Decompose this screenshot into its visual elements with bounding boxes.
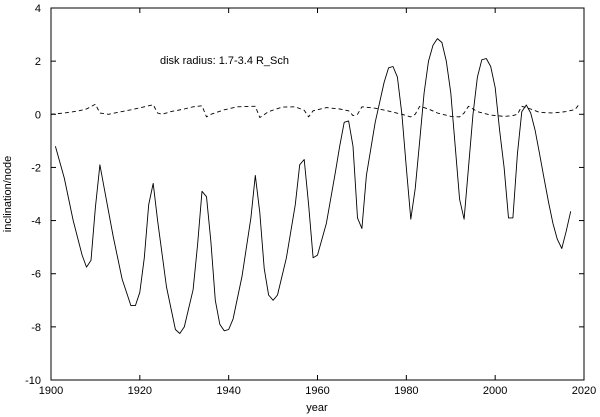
- y-tick-label: -4: [31, 216, 41, 228]
- x-tick-label: 1960: [305, 385, 329, 397]
- x-axis-label: year: [306, 402, 328, 414]
- x-tick-label: 1940: [216, 385, 240, 397]
- y-tick-label: 4: [35, 3, 41, 15]
- y-tick-label: -8: [31, 322, 41, 334]
- y-tick-label: -6: [31, 269, 41, 281]
- x-tick-label: 1980: [394, 385, 418, 397]
- ticks-layer: 1900 1920 1940 1960 1980 2000 2020 4 2 0 -2 -4 -6 -8 -…: [25, 3, 596, 397]
- x-tick-label: 1900: [39, 385, 63, 397]
- y-axis-label: inclination/node: [2, 156, 14, 232]
- y-tick-label: 2: [35, 56, 41, 68]
- x-tick-label: 2000: [483, 385, 507, 397]
- plot-frame: [50, 7, 585, 381]
- y-tick-label: -2: [31, 162, 41, 174]
- x-tick-label: 1920: [128, 385, 152, 397]
- series-line-solid: [54, 38, 572, 334]
- y-tick-label: -10: [25, 375, 41, 387]
- annotation-text: disk radius: 1.7-3.4 R_Sch: [160, 55, 289, 67]
- lines-layer: [50, 38, 580, 334]
- y-tick-label: 0: [35, 109, 41, 121]
- x-tick-label: 2020: [572, 385, 596, 397]
- series-line-dashed: [50, 103, 580, 118]
